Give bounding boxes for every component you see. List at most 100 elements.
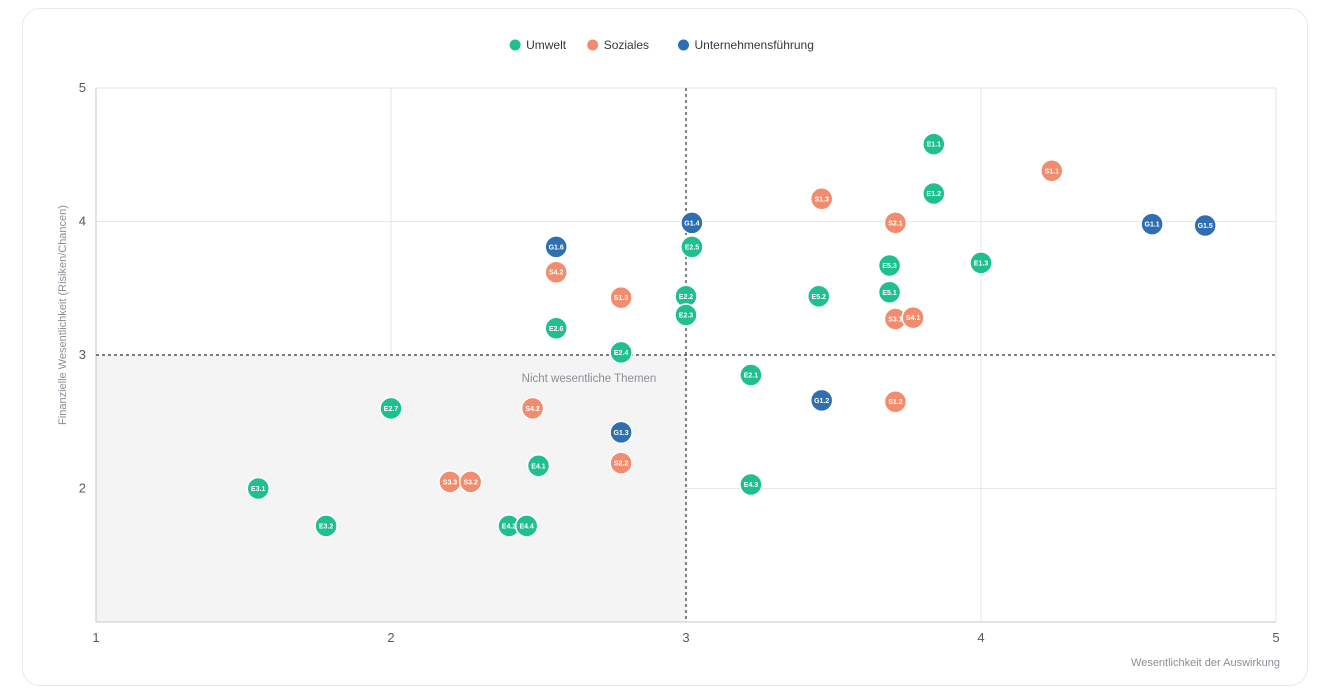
point-label: E5.3: [882, 263, 897, 270]
point-marker: [809, 388, 834, 413]
x-tick-label: 1: [92, 630, 99, 645]
point-label: E4.1: [531, 463, 546, 470]
data-point: S1.3: [609, 285, 633, 310]
data-point: E2.7: [379, 396, 403, 421]
point-label: S2.1: [888, 220, 903, 227]
point-marker: [739, 363, 763, 387]
point-label: E3.1: [251, 486, 266, 493]
point-label: S1.3: [814, 196, 829, 203]
data-point: E5.2: [807, 284, 831, 309]
data-point: S4.1: [901, 305, 925, 330]
point-label: S3.1: [888, 316, 903, 323]
point-marker: [674, 303, 698, 327]
point-label: E3.2: [319, 523, 334, 530]
x-tick-label: 3: [682, 630, 689, 645]
point-label: S4.1: [906, 315, 921, 322]
data-point: G1.5: [1193, 213, 1217, 238]
x-axis-label: Wesentlichkeit der Auswirkung: [1131, 657, 1280, 669]
data-point: E1.3: [969, 251, 993, 275]
point-label: E2.5: [685, 244, 700, 251]
data-point: E2.1: [739, 363, 763, 387]
legend-label: Soziales: [604, 38, 649, 52]
point-marker: [807, 284, 831, 309]
data-point: G1.2: [809, 388, 834, 413]
x-tick-label: 2: [387, 630, 394, 645]
point-label: S1.3: [614, 295, 629, 302]
point-marker: [520, 396, 545, 421]
point-marker: [1193, 213, 1217, 238]
point-marker: [514, 514, 539, 538]
legend-label: Unternehmensführung: [695, 38, 814, 52]
data-point: G1.3: [609, 420, 633, 445]
point-marker: [883, 389, 908, 414]
x-tick-label: 5: [1272, 630, 1279, 645]
point-marker: [544, 235, 568, 259]
legend: Umwelt Soziales Unternehmensführung: [509, 38, 814, 52]
x-tick-label: 4: [977, 630, 984, 645]
non-material-zone: [96, 355, 686, 622]
y-axis-label: Finanzielle Wesentlichkeit (Risiken/Chan…: [57, 205, 69, 425]
point-marker: [526, 454, 551, 478]
data-point: E4.3: [739, 472, 763, 497]
data-point: E1.2: [922, 181, 946, 206]
y-tick-label: 5: [79, 80, 86, 95]
data-point: E2.3: [674, 303, 698, 327]
legend-marker: [678, 39, 689, 51]
point-marker: [1140, 212, 1164, 236]
data-point: E5.1: [877, 280, 902, 305]
point-marker: [544, 316, 568, 341]
point-marker: [458, 470, 483, 494]
point-label: S4.2: [549, 270, 564, 277]
point-label: E5.1: [882, 290, 897, 297]
data-point: S1.2: [883, 389, 908, 414]
point-marker: [1040, 159, 1064, 183]
point-marker: [883, 211, 908, 235]
data-point: G1.1: [1140, 212, 1164, 236]
point-label: E4.3: [744, 482, 759, 489]
data-point: S4.2: [520, 396, 545, 421]
point-label: G1.1: [1145, 222, 1160, 229]
point-marker: [680, 211, 704, 235]
point-label: E5.2: [812, 294, 827, 301]
point-label: E2.1: [744, 373, 759, 380]
legend-label: Umwelt: [526, 38, 567, 52]
data-point: E2.5: [680, 235, 704, 259]
data-point: S3.3: [438, 470, 462, 494]
data-point: E3.1: [246, 476, 270, 501]
point-label: G1.5: [1198, 223, 1213, 230]
data-point: E1.1: [922, 132, 946, 156]
point-marker: [877, 253, 902, 278]
point-label: E2.3: [679, 312, 694, 319]
legend-marker: [587, 39, 599, 51]
point-label: E2.7: [384, 406, 399, 413]
point-label: E1.3: [974, 260, 989, 267]
data-point: S4.2: [544, 260, 568, 284]
data-points: E1.1 E1.2 E1.3 E5.3 E5.1 E5.2 E2.5 E2.2 E2.3 E2.6…: [246, 132, 1217, 538]
point-label: G1.6: [549, 244, 564, 251]
point-marker: [609, 340, 633, 365]
point-marker: [246, 476, 270, 501]
zone-fill: [96, 355, 686, 622]
point-label: S3.2: [463, 479, 478, 486]
point-label: S3.3: [443, 479, 458, 486]
legend-marker: [509, 39, 521, 51]
point-marker: [922, 181, 946, 206]
point-marker: [809, 187, 834, 211]
point-label: E2.4: [614, 350, 629, 357]
data-point: E2.6: [544, 316, 568, 341]
point-marker: [609, 451, 633, 475]
point-label: S1.1: [1045, 168, 1060, 175]
point-label: E1.2: [927, 191, 942, 198]
data-point: E5.3: [877, 253, 902, 278]
point-label: S2.2: [614, 461, 629, 468]
point-label: G1.2: [814, 398, 829, 405]
point-marker: [901, 305, 925, 330]
point-marker: [922, 132, 946, 156]
point-marker: [379, 396, 403, 421]
point-label: E2.2: [679, 294, 694, 301]
point-label: E1.1: [927, 142, 942, 149]
point-marker: [314, 514, 338, 538]
zone-label: Nicht wesentliche Themen: [522, 373, 657, 385]
data-point: S3.2: [458, 470, 483, 494]
point-label: G1.3: [614, 430, 629, 437]
